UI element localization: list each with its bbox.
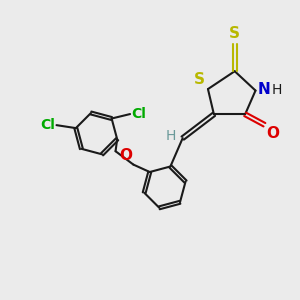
- Text: O: O: [266, 126, 279, 141]
- Text: H: H: [166, 129, 176, 143]
- Text: Cl: Cl: [131, 107, 146, 121]
- Text: N: N: [258, 82, 271, 98]
- Text: S: S: [194, 72, 204, 87]
- Text: H: H: [272, 83, 282, 97]
- Text: Cl: Cl: [40, 118, 55, 132]
- Text: S: S: [229, 26, 240, 41]
- Text: O: O: [119, 148, 132, 163]
